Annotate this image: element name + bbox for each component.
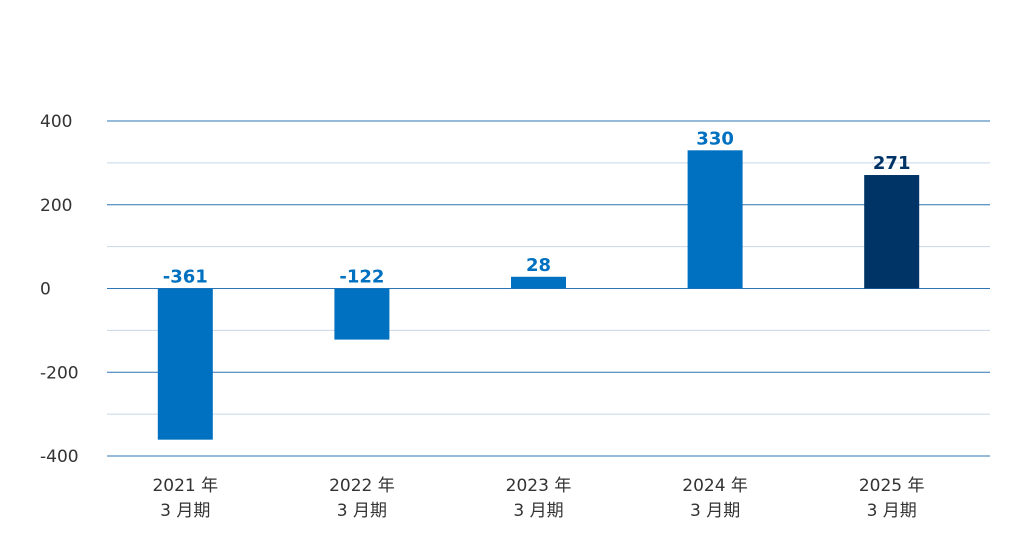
x-tick-label: 2023 年: [506, 476, 572, 496]
data-label: 330: [696, 128, 734, 149]
y-tick-label: 0: [40, 280, 51, 300]
x-tick-label: 3 月期: [867, 501, 917, 521]
data-label: 271: [873, 153, 911, 174]
y-tick-label: -400: [40, 447, 79, 467]
y-axis: 400 200 0 -200 -400: [40, 112, 79, 467]
x-tick-label: 3 月期: [337, 501, 387, 521]
data-label: -122: [339, 267, 384, 288]
x-tick-label: 2024 年: [682, 476, 748, 496]
bar: [687, 150, 743, 289]
y-tick-label: -200: [40, 363, 79, 383]
bar: [511, 276, 566, 289]
x-tick-label: 3 月期: [513, 501, 563, 521]
x-tick-label: 2022 年: [329, 476, 395, 496]
data-label: 28: [526, 255, 551, 276]
y-tick-label: 200: [40, 196, 72, 216]
bars: [157, 150, 920, 440]
x-tick-label: 3 月期: [690, 501, 740, 521]
bar: [157, 288, 213, 440]
data-label: -361: [163, 267, 208, 288]
bar: [334, 288, 390, 340]
grid-lines: [107, 120, 990, 457]
x-tick-label: 2021 年: [152, 476, 218, 496]
x-tick-label: 2025 年: [859, 476, 925, 496]
bar: [864, 175, 920, 289]
data-labels: -361 -122 28 330 271: [163, 128, 911, 287]
x-tick-label: 3 月期: [160, 501, 210, 521]
y-tick-label: 400: [40, 112, 72, 132]
x-axis: 2021 年 3 月期 2022 年 3 月期 2023 年 3 月期 2024 年 3 月期…: [152, 476, 924, 521]
